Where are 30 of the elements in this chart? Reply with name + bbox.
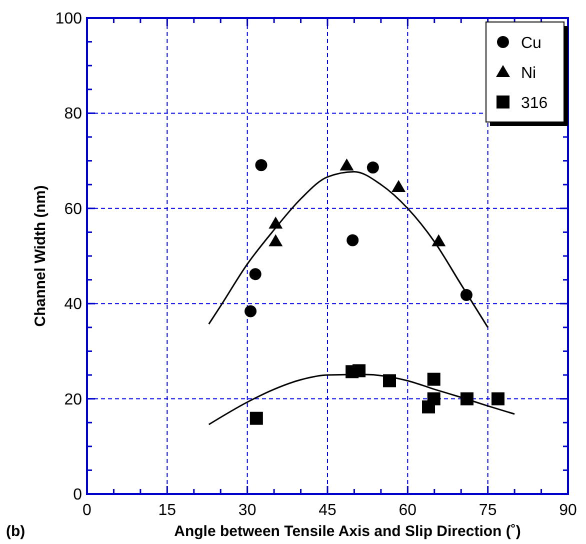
point xyxy=(268,234,283,246)
point xyxy=(427,372,440,386)
y-axis-title: Channel Width (nm) xyxy=(32,185,49,327)
point xyxy=(366,161,379,174)
x-tick-label: 90 xyxy=(559,502,577,519)
y-tick-label: 0 xyxy=(73,486,82,504)
y-tick-label: 80 xyxy=(64,106,82,123)
y-tick-label: 40 xyxy=(64,296,82,314)
x-tick-label: 30 xyxy=(238,502,256,519)
point xyxy=(249,268,262,280)
x-tick-label: 15 xyxy=(158,502,176,519)
y-tick-label: 60 xyxy=(64,200,82,218)
x-axis-title: Angle between Tensile Axis and Slip Direction (˚) xyxy=(174,523,521,540)
point xyxy=(340,158,354,171)
text: (b) xyxy=(6,523,26,540)
point xyxy=(255,159,268,172)
x-tick-label: 75 xyxy=(478,502,497,519)
point xyxy=(250,412,263,425)
point xyxy=(392,180,406,192)
y-tick-label: 20 xyxy=(64,391,82,408)
x-tick-label: 60 xyxy=(398,502,417,519)
legend-label: Ni xyxy=(521,65,536,82)
point xyxy=(491,392,504,406)
legend-label: 316 xyxy=(521,95,548,112)
legend-label: Cu xyxy=(521,35,542,52)
point xyxy=(346,234,359,246)
point xyxy=(427,392,440,406)
x-tick-label: 45 xyxy=(318,502,336,519)
point xyxy=(244,305,257,318)
y-tick-label: 100 xyxy=(55,10,82,28)
